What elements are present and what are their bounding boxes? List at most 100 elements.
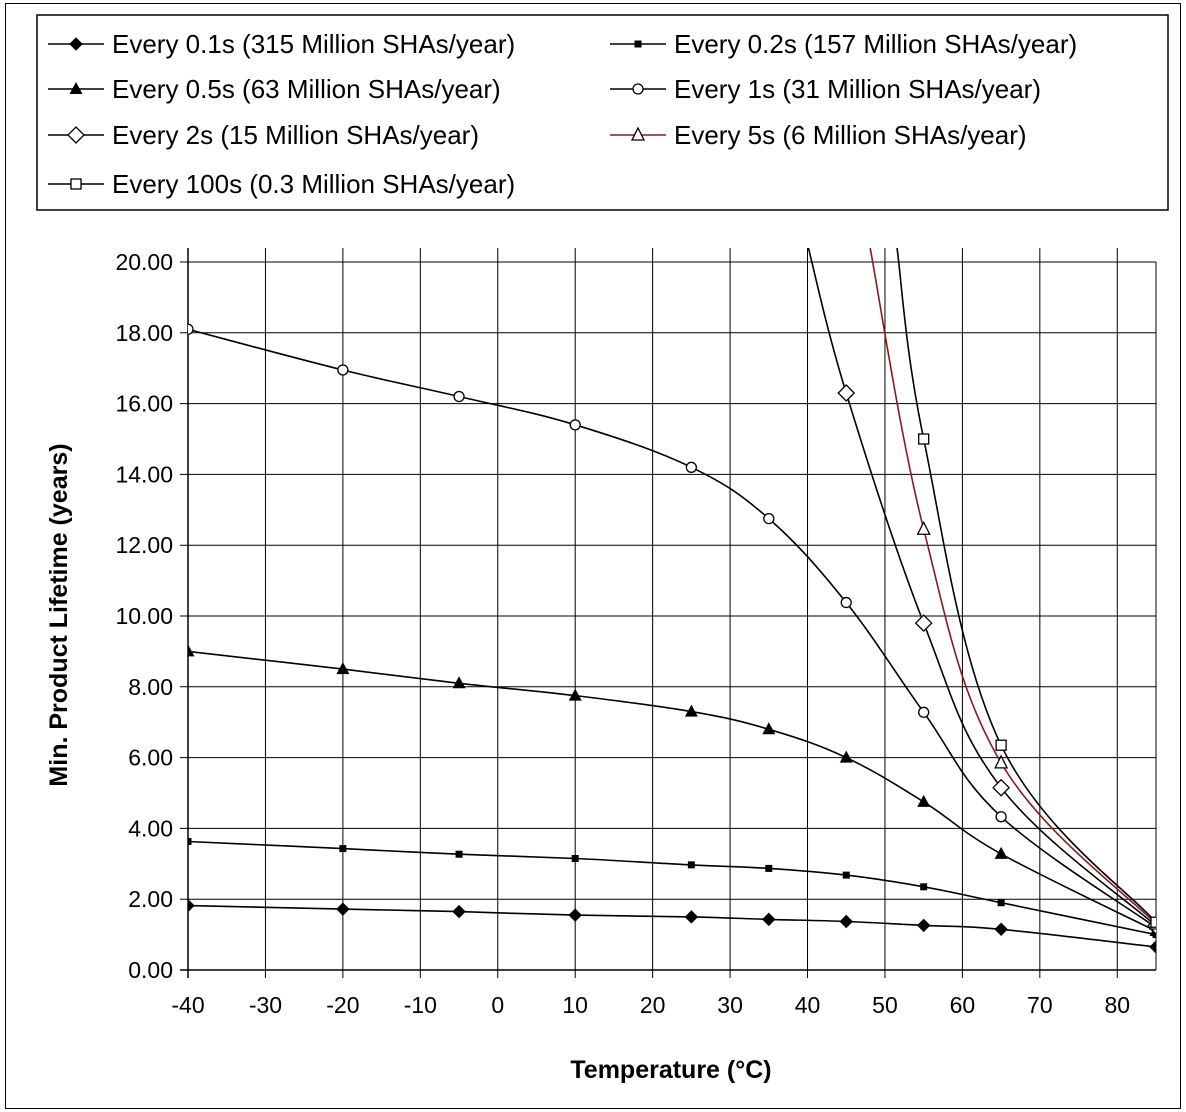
legend-entry-2: Every 0.2s (157 Million SHAs/year)	[610, 29, 1077, 59]
series-5-point	[992, 778, 1011, 797]
series-1-point	[336, 902, 350, 916]
y-tick-label: 8.00	[128, 674, 173, 700]
series-3-point	[839, 750, 853, 763]
series-2-point	[455, 850, 463, 858]
series-2-point	[339, 845, 347, 853]
series-2-point	[571, 854, 579, 862]
y-tick-label: 12.00	[115, 532, 173, 558]
series-1-point	[568, 908, 582, 922]
series-5	[807, 248, 1156, 935]
series-1-point	[188, 898, 195, 913]
series-2-point	[842, 871, 850, 879]
legend-marker	[630, 126, 646, 141]
series-2-line	[188, 840, 1156, 936]
x-tick-label: -30	[249, 992, 282, 1018]
series-3-line	[188, 650, 1156, 932]
legend-marker	[69, 37, 83, 51]
y-tick-label: 6.00	[128, 745, 173, 771]
series-4-point	[569, 419, 581, 431]
series-1-point	[916, 918, 931, 933]
series-4-point	[763, 513, 775, 525]
series-1-point	[684, 910, 699, 924]
series-3-point	[188, 644, 195, 657]
y-tick-label: 4.00	[128, 815, 173, 841]
series-layer	[188, 248, 1156, 954]
legend-entry-5: Every 2s (15 Million SHAs/year)	[48, 120, 479, 150]
series-7-point	[918, 433, 930, 445]
x-tick-label: 80	[1104, 992, 1130, 1018]
x-axis-title: Temperature (°C)	[570, 1056, 771, 1084]
legend-entry-1: Every 0.1s (315 Million SHAs/year)	[48, 29, 515, 59]
series-6	[869, 248, 1156, 930]
x-tick-label: 0	[491, 992, 504, 1018]
legend-marker	[632, 83, 644, 95]
x-tick-label: -10	[404, 992, 437, 1018]
series-2-point	[765, 864, 773, 872]
y-tick-label: 2.00	[128, 886, 173, 912]
legend-marker	[67, 126, 85, 144]
legend-box	[36, 14, 1169, 211]
y-tick-label: 14.00	[115, 461, 173, 487]
series-6-line	[869, 248, 1156, 925]
x-tick-label: 50	[872, 992, 898, 1018]
legend-label: Every 100s (0.3 Million SHAs/year)	[112, 169, 515, 199]
y-tick-label: 10.00	[115, 603, 173, 629]
series-7-point	[1150, 916, 1156, 928]
series-1-point	[452, 904, 466, 919]
x-tick-label: 30	[717, 992, 743, 1018]
series-3	[188, 644, 1156, 937]
series-1-line	[188, 904, 1156, 948]
series-2	[188, 837, 1156, 939]
y-tick-label: 18.00	[115, 320, 173, 346]
x-tick-label: -40	[171, 992, 204, 1018]
legend-entry-3: Every 0.5s (63 Million SHAs/year)	[48, 74, 501, 104]
legend-marker	[69, 82, 83, 94]
legend-marker	[634, 40, 642, 48]
legend: Every 0.1s (315 Million SHAs/year) Every …	[36, 14, 1169, 211]
legend-entry-7: Every 100s (0.3 Million SHAs/year)	[48, 169, 515, 199]
legend-entry-4: Every 1s (31 Million SHAs/year)	[610, 74, 1041, 104]
series-4-point	[188, 323, 194, 335]
axes	[180, 248, 1156, 978]
series-1-point	[994, 922, 1008, 936]
legend-label: Every 2s (15 Million SHAs/year)	[112, 120, 479, 150]
series-4	[188, 323, 1156, 934]
series-1-point	[839, 914, 853, 929]
series-4-point	[995, 811, 1007, 823]
series-2-point	[997, 899, 1005, 907]
series-1-point	[762, 912, 776, 927]
series-3-point	[917, 794, 931, 807]
y-tick-label: 16.00	[115, 391, 173, 417]
x-tick-label: -20	[326, 992, 359, 1018]
series-3-point	[684, 704, 698, 717]
series-4-point	[453, 390, 465, 403]
x-tick-label: 10	[562, 992, 588, 1018]
legend-label: Every 1s (31 Million SHAs/year)	[674, 74, 1041, 104]
series-2-point	[920, 883, 928, 891]
series-7-line	[896, 248, 1156, 923]
series-4-point	[337, 364, 349, 376]
tick-labels: -40 -30 -20 -10 0 10 20 30 40 50 60 70 80 0.00 2.00 4.0…	[115, 249, 1130, 1018]
series-5-point	[914, 614, 933, 632]
legend-marker	[70, 178, 82, 190]
x-tick-label: 20	[640, 992, 666, 1018]
series-4-point	[840, 596, 852, 609]
legend-label: Every 5s (6 Million SHAs/year)	[674, 120, 1027, 150]
x-tick-label: 70	[1027, 992, 1053, 1018]
legend-label: Every 0.5s (63 Million SHAs/year)	[112, 74, 501, 104]
legend-label: Every 0.2s (157 Million SHAs/year)	[674, 29, 1077, 59]
series-5-point	[837, 384, 856, 402]
series-2-point	[188, 837, 192, 845]
legend-entry-6: Every 5s (6 Million SHAs/year)	[610, 120, 1027, 150]
series-3-point	[452, 676, 466, 689]
series-5-line	[807, 248, 1156, 927]
series-6-point	[994, 754, 1009, 769]
legend-label: Every 0.1s (315 Million SHAs/year)	[112, 29, 515, 59]
y-tick-label: 20.00	[115, 249, 173, 275]
series-4-line	[188, 328, 1156, 929]
series-7-point	[995, 739, 1007, 751]
x-tick-label: 40	[795, 992, 821, 1018]
y-axis-title: Min. Product Lifetime (years)	[45, 443, 73, 786]
series-1	[188, 898, 1156, 954]
